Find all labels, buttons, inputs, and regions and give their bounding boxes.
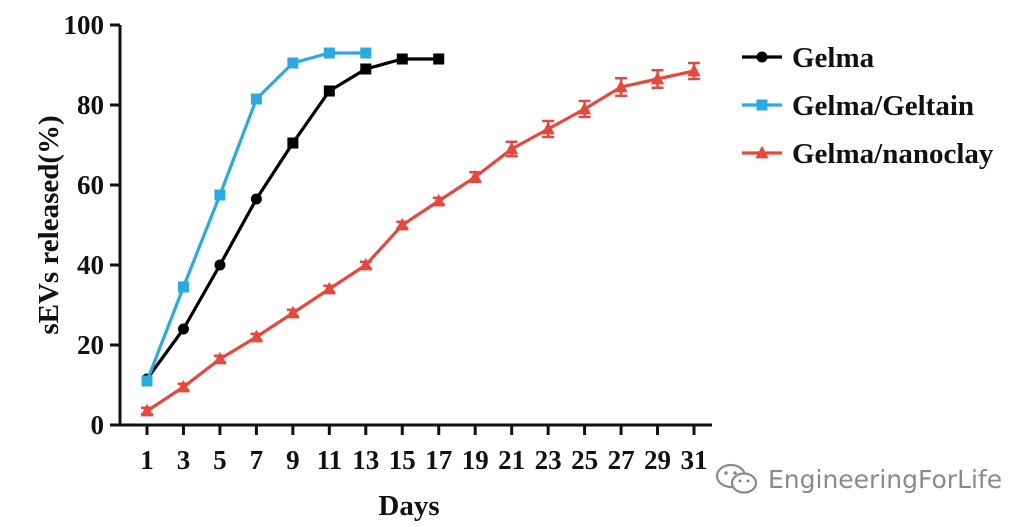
x-tick-label: 21 — [498, 445, 525, 475]
x-tick-label: 1 — [140, 445, 154, 475]
series-line — [145, 57, 439, 380]
data-point — [433, 53, 445, 65]
legend-marker — [755, 145, 769, 159]
legend-item: Gelma/Geltain — [742, 90, 974, 122]
wechat-icon — [715, 463, 758, 494]
x-tick-label: 25 — [571, 445, 598, 475]
data-point — [323, 85, 335, 97]
y-tick-label: 60 — [77, 170, 104, 200]
data-point — [176, 379, 191, 393]
x-tick-label: 15 — [389, 445, 416, 475]
legend-item: Gelma/nanoclay — [742, 138, 994, 170]
data-point — [177, 281, 189, 293]
x-tick-label: 23 — [535, 445, 562, 475]
legend: Gelma Gelma/Geltain Gelma/nanoclay — [742, 42, 994, 170]
x-tick-label: 9 — [286, 445, 300, 475]
data-point — [578, 101, 592, 115]
data-point — [214, 189, 226, 201]
data-point — [650, 71, 665, 85]
series-gelma-nanoclay — [140, 61, 701, 417]
y-tick-label: 0 — [91, 410, 105, 440]
data-point — [214, 259, 226, 271]
data-point — [432, 193, 446, 207]
data-point — [505, 141, 519, 155]
legend-marker — [756, 51, 768, 63]
legend-marker — [756, 99, 768, 111]
data-point — [213, 351, 227, 365]
x-tick-label: 27 — [608, 445, 635, 475]
data-point — [286, 305, 300, 319]
x-tick-label: 13 — [352, 445, 379, 475]
x-tick-label: 11 — [317, 445, 343, 475]
data-point — [614, 79, 628, 93]
x-axis-title: Days — [378, 490, 439, 522]
legend-item: Gelma — [742, 42, 875, 74]
x-tick-label: 5 — [213, 445, 227, 475]
watermark-text: EngineeringForLife — [768, 464, 1003, 494]
data-point — [322, 281, 336, 295]
watermark: EngineeringForLife — [714, 462, 1002, 496]
data-point — [249, 329, 263, 343]
series-layer — [140, 47, 701, 417]
x-tick-label: 19 — [462, 445, 489, 475]
data-point — [360, 47, 372, 59]
data-point — [141, 375, 153, 387]
y-tick-label: 20 — [77, 330, 104, 360]
data-point — [687, 63, 701, 77]
data-point — [287, 137, 299, 149]
y-tick-label: 100 — [64, 10, 105, 40]
x-tick-label: 29 — [644, 445, 671, 475]
x-tick-label: 17 — [425, 445, 452, 475]
y-axis-title: sEVs released(%) — [33, 115, 65, 334]
y-tick-label: 40 — [77, 250, 104, 280]
data-point — [250, 193, 262, 205]
legend-label: Gelma/nanoclay — [792, 138, 994, 170]
data-point — [250, 93, 262, 105]
legend-label: Gelma/Geltain — [792, 90, 974, 122]
data-point — [395, 217, 409, 231]
series-gelma-geltain — [141, 47, 372, 387]
data-point — [396, 53, 408, 65]
data-point — [468, 169, 482, 183]
data-point — [541, 121, 555, 135]
legend-label: Gelma — [792, 42, 875, 74]
series-line — [146, 69, 695, 413]
axes — [110, 23, 712, 435]
x-tick-label: 7 — [250, 445, 264, 475]
data-point — [177, 323, 189, 335]
data-point — [359, 257, 373, 271]
series-gelma — [141, 53, 445, 385]
y-tick-label: 80 — [77, 90, 104, 120]
data-point — [323, 47, 335, 59]
data-point — [140, 403, 154, 417]
data-point — [360, 63, 372, 75]
data-point — [287, 57, 299, 69]
x-tick-label: 3 — [177, 445, 191, 475]
x-tick-label: 31 — [681, 445, 708, 475]
